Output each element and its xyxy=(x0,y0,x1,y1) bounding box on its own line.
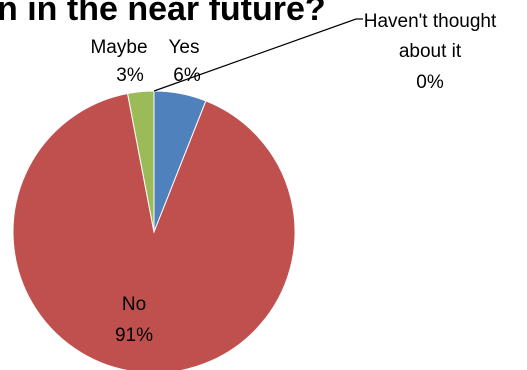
percent-maybe: 3% xyxy=(116,65,144,86)
pie-slice-no xyxy=(12,92,296,370)
percent-havent-thought: 0% xyxy=(416,72,444,93)
chart-title: n in the near future? xyxy=(0,0,326,28)
pie-slices xyxy=(12,90,296,370)
label-havent-thought-line1: Haven't thought xyxy=(364,11,497,32)
percent-yes: 6% xyxy=(173,65,201,86)
label-yes: Yes xyxy=(169,37,200,58)
leader-line-havent-thought xyxy=(153,18,363,92)
label-havent-thought-line2: about it xyxy=(399,41,462,62)
label-no: No xyxy=(122,294,146,315)
percent-no: 91% xyxy=(115,325,153,346)
label-maybe: Maybe xyxy=(90,37,147,58)
pie-slice-maybe xyxy=(126,90,155,233)
